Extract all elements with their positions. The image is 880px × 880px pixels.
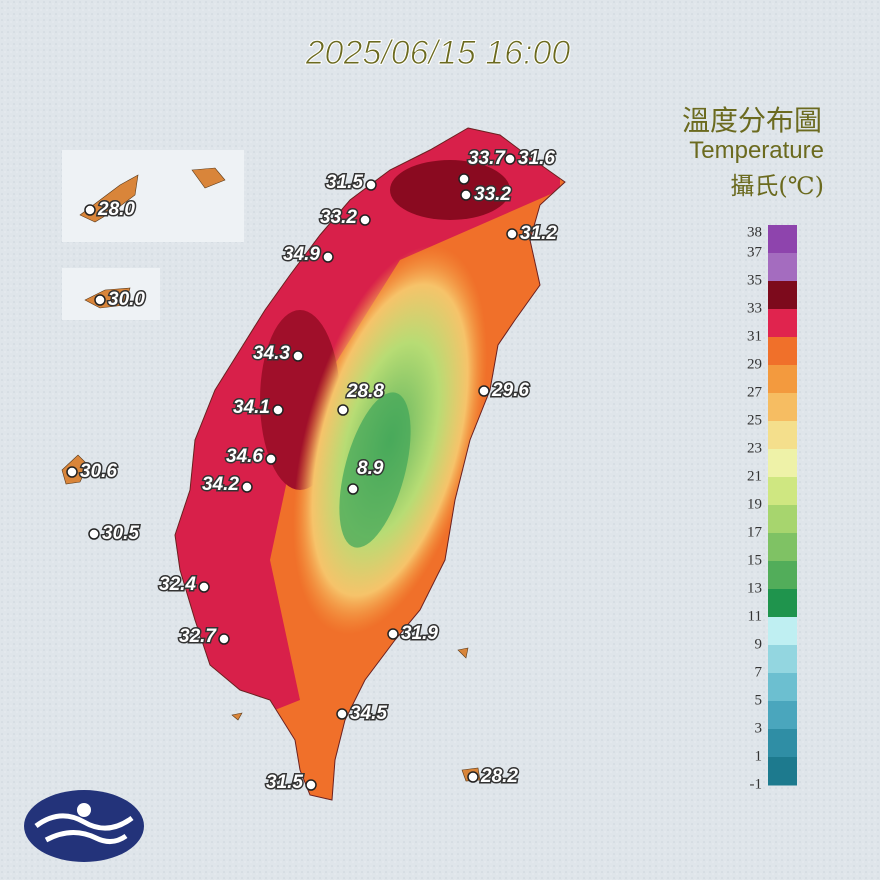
station-temperature: 33.7 bbox=[468, 148, 506, 169]
station-temperature: 30.6 bbox=[80, 461, 117, 482]
legend-swatch bbox=[768, 617, 797, 646]
legend-tick-label: 37 bbox=[747, 244, 763, 260]
station-dot bbox=[305, 779, 317, 791]
station-dot bbox=[506, 228, 518, 240]
station-dot bbox=[94, 294, 106, 306]
station-temperature: 32.7 bbox=[179, 626, 217, 647]
station-dot bbox=[322, 251, 334, 263]
station-temperature: 31.5 bbox=[326, 172, 363, 193]
station-dot bbox=[458, 173, 470, 185]
legend-tick-label: 15 bbox=[747, 552, 762, 568]
station-temperature: 30.5 bbox=[102, 523, 139, 544]
legend-tick-label: 23 bbox=[747, 440, 762, 456]
station-dot bbox=[359, 214, 371, 226]
station-temperature: 34.6 bbox=[226, 446, 263, 467]
station-dot bbox=[88, 528, 100, 540]
station-temperature: 33.2 bbox=[474, 184, 511, 205]
legend-swatch bbox=[768, 757, 797, 786]
legend-tick-label: 25 bbox=[747, 412, 762, 428]
stations: 28.0 30.0 30.6 30.5 31.5 33.7 31.6 33.2 33.2 31.2… bbox=[66, 147, 559, 795]
legend-tick-label: 9 bbox=[755, 636, 763, 652]
legend-tick-label: 31 bbox=[747, 328, 762, 344]
station-dot bbox=[337, 404, 349, 416]
station-dot bbox=[84, 204, 96, 216]
legend-swatch bbox=[768, 225, 797, 254]
station-temperature: 34.3 bbox=[253, 343, 290, 364]
station-dot bbox=[504, 153, 516, 165]
legend-swatch bbox=[768, 253, 797, 282]
legend-tick-label: 21 bbox=[747, 468, 762, 484]
station-temperature: 8.9 bbox=[357, 458, 384, 479]
station-dot bbox=[272, 404, 284, 416]
legend-swatch bbox=[768, 505, 797, 534]
station-temperature: 34.5 bbox=[350, 703, 387, 724]
station-dot bbox=[460, 189, 472, 201]
legend-swatch bbox=[768, 281, 797, 310]
station-temperature: 31.5 bbox=[266, 772, 303, 793]
legend-swatch bbox=[768, 421, 797, 450]
legend-swatch bbox=[768, 393, 797, 422]
legend-swatch bbox=[768, 701, 797, 730]
timestamp: 2025/06/15 16:00 bbox=[305, 34, 571, 72]
legend-tick-label: 3 bbox=[755, 720, 763, 736]
station-temperature: 32.4 bbox=[159, 574, 196, 595]
station-dot bbox=[478, 385, 490, 397]
station-dot bbox=[387, 628, 399, 640]
legend-tick-label: 11 bbox=[748, 608, 762, 624]
legend-title-en: Temperature bbox=[689, 137, 824, 164]
station-dot bbox=[198, 581, 210, 593]
station-dot bbox=[347, 483, 359, 495]
legend-swatch bbox=[768, 561, 797, 590]
legend-tick-label: 5 bbox=[755, 692, 763, 708]
station-temperature: 31.6 bbox=[518, 148, 555, 169]
legend-swatch bbox=[768, 729, 797, 758]
station-dot bbox=[241, 481, 253, 493]
station-dot bbox=[218, 633, 230, 645]
legend-tick-label: 38 bbox=[747, 224, 762, 240]
legend-swatch bbox=[768, 645, 797, 674]
cwa-logo bbox=[24, 790, 144, 862]
station-temperature: 28.2 bbox=[480, 766, 518, 787]
station-dot bbox=[365, 179, 377, 191]
station-temperature: 28.8 bbox=[346, 381, 384, 402]
station-temperature: 31.2 bbox=[520, 223, 557, 244]
station-temperature: 30.0 bbox=[108, 289, 145, 310]
station-dot bbox=[66, 466, 78, 478]
station-dot bbox=[336, 708, 348, 720]
legend-tick-label: 7 bbox=[755, 664, 763, 680]
legend-tick-label: 35 bbox=[747, 272, 762, 288]
legend-tick-label: 27 bbox=[747, 384, 763, 400]
legend-swatch bbox=[768, 365, 797, 394]
legend-title-zh: 溫度分布圖 bbox=[682, 104, 822, 137]
legend-unit: 攝氏(℃) bbox=[730, 172, 824, 200]
station-temperature: 33.2 bbox=[320, 207, 357, 228]
station-dot bbox=[265, 453, 277, 465]
legend-swatch bbox=[768, 589, 797, 618]
legend-tick-label: -1 bbox=[750, 776, 763, 792]
station-temperature: 34.2 bbox=[202, 474, 239, 495]
legend-swatch bbox=[768, 477, 797, 506]
station-temperature: 29.6 bbox=[491, 380, 529, 401]
legend-swatch bbox=[768, 449, 797, 478]
station-dot bbox=[467, 771, 479, 783]
legend-swatch bbox=[768, 673, 797, 702]
legend-tick-label: 19 bbox=[747, 496, 762, 512]
legend-tick-label: 33 bbox=[747, 300, 762, 316]
station-temperature: 28.0 bbox=[97, 199, 135, 220]
station-temperature: 34.1 bbox=[233, 397, 270, 418]
coastline bbox=[174, 127, 566, 801]
station-dot bbox=[292, 350, 304, 362]
station-temperature: 31.9 bbox=[401, 623, 438, 644]
legend-tick-label: 29 bbox=[747, 356, 762, 372]
legend-tick-label: 13 bbox=[747, 580, 762, 596]
legend-swatch bbox=[768, 533, 797, 562]
legend-tick-label: 17 bbox=[747, 524, 763, 540]
legend-tick-label: 1 bbox=[755, 748, 763, 764]
legend-swatch bbox=[768, 337, 797, 366]
legend-swatch bbox=[768, 309, 797, 338]
station-temperature: 34.9 bbox=[283, 244, 320, 265]
